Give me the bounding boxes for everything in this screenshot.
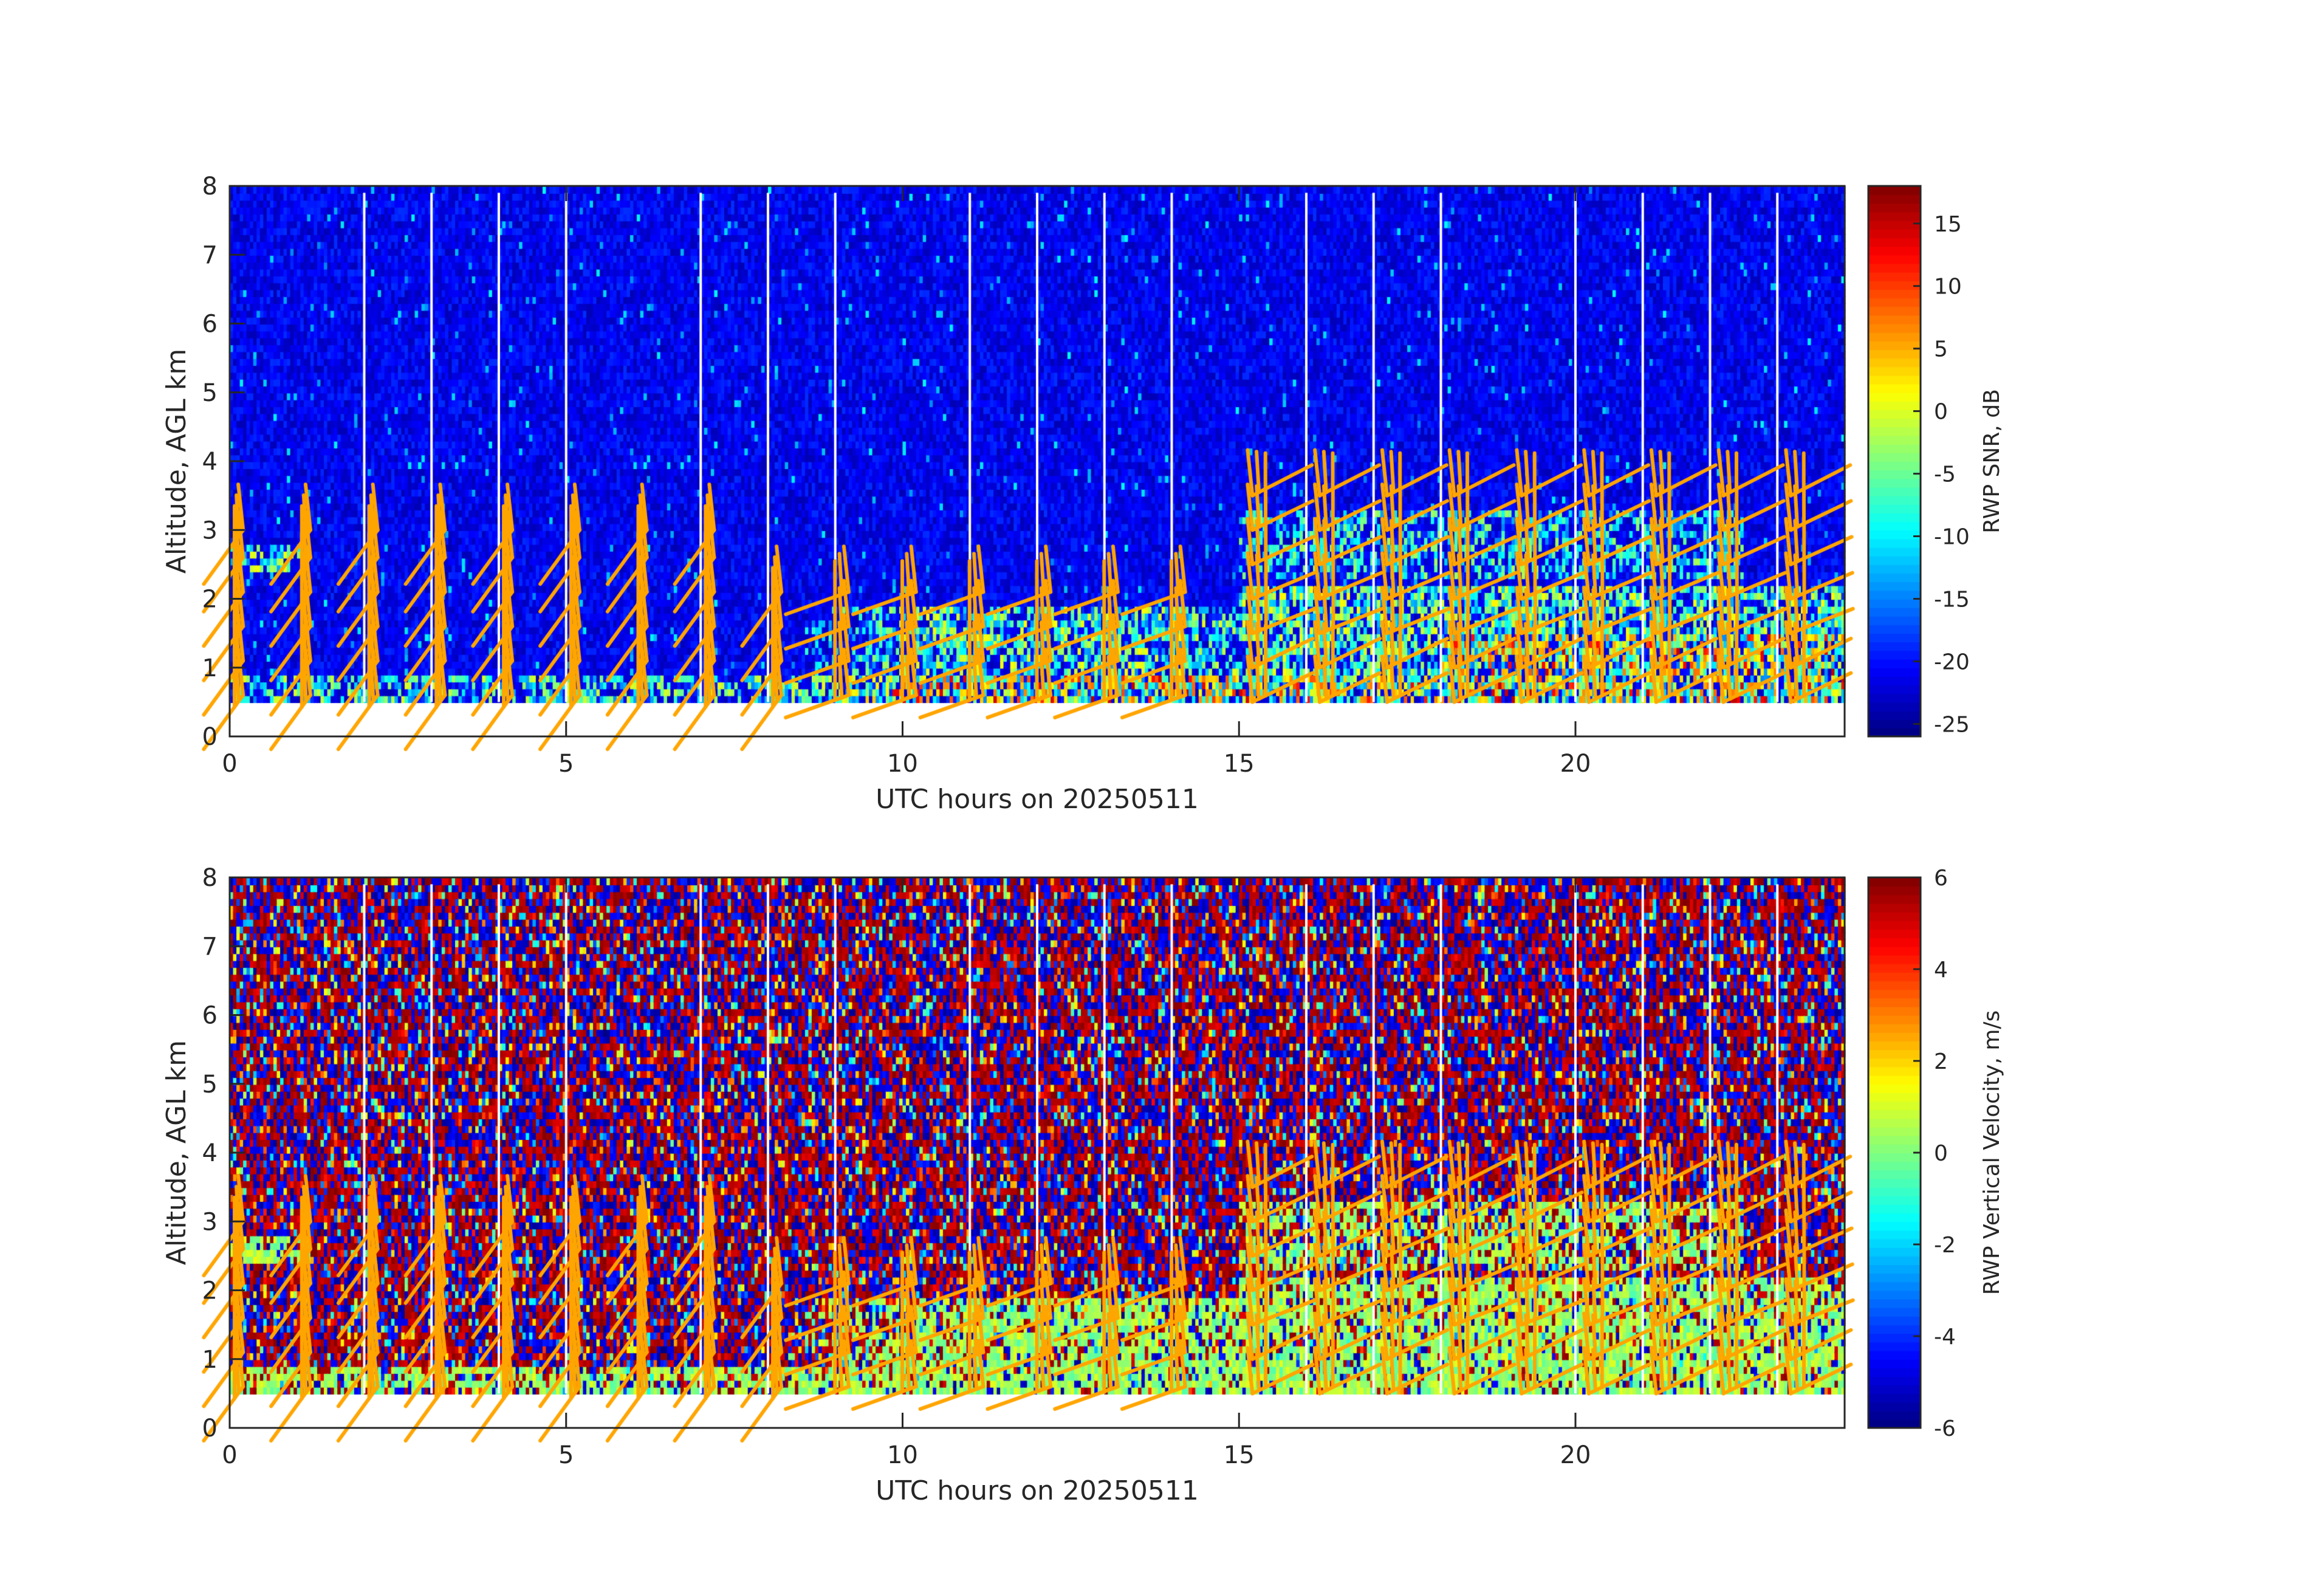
x-axis-label: UTC hours on 20250511 <box>876 1475 1199 1506</box>
colorbar-tick-label: 0 <box>1934 1141 1948 1166</box>
axes-1: 0 5 10 15 20 0 1 2 3 4 5 6 7 8 UTC hours on 20250511 Al… <box>161 173 1846 815</box>
colorbar-tick-label: 6 <box>1934 866 1948 891</box>
y-tick-label: 8 <box>202 173 218 201</box>
y-tick-label: 5 <box>202 1071 218 1099</box>
axes-2: 0 5 10 15 20 0 1 2 3 4 5 6 7 8 UTC hours on 20250511 Al… <box>161 864 1846 1506</box>
y-tick-label: 8 <box>202 864 218 892</box>
colorbar-frame <box>1867 876 1922 1429</box>
y-tick-label: 3 <box>202 1208 218 1236</box>
x-tick-label: 5 <box>558 750 574 778</box>
axes-frame <box>228 185 1846 738</box>
colorbar-tick-label: -15 <box>1934 588 1970 612</box>
colorbar-tick-label: -6 <box>1934 1416 1956 1441</box>
y-tick-label: 3 <box>202 516 218 544</box>
colorbar-tick-label: -5 <box>1934 462 1956 487</box>
y-tick-label: 7 <box>202 241 218 269</box>
axes-frame <box>228 876 1846 1429</box>
y-tick-label: 4 <box>202 1139 218 1167</box>
x-tick-label: 0 <box>222 750 237 778</box>
x-tick-label: 10 <box>887 750 918 778</box>
y-tick-label: 1 <box>202 1346 218 1374</box>
y-axis-label: Altitude, AGL km <box>161 1040 192 1265</box>
colorbar-tick-label: -4 <box>1934 1325 1956 1350</box>
colorbar-tick-label: -25 <box>1934 712 1970 737</box>
y-tick-label: 2 <box>202 586 218 614</box>
colorbar-tick-label: -20 <box>1934 650 1970 674</box>
x-tick-label: 15 <box>1224 750 1255 778</box>
colorbar-label: RWP SNR, dB <box>1980 389 2004 533</box>
x-tick-label: 10 <box>887 1441 918 1469</box>
colorbar-tick-label: 10 <box>1934 275 1962 300</box>
x-tick-label: 20 <box>1560 1441 1591 1469</box>
colorbar-tick-label: 0 <box>1934 400 1948 425</box>
y-tick-label: 1 <box>202 654 218 682</box>
y-tick-label: 0 <box>202 723 218 751</box>
y-tick-label: 6 <box>202 1002 218 1030</box>
x-tick-label: 0 <box>222 1441 237 1469</box>
colorbar-tick-label: 4 <box>1934 958 1948 983</box>
y-tick-label: 4 <box>202 448 218 476</box>
y-tick-label: 5 <box>202 379 218 407</box>
colorbar-label: RWP Vertical Velocity, m/s <box>1980 1010 2004 1295</box>
colorbar-tick-label: 5 <box>1934 337 1948 362</box>
colorbar-1: -25 -20 -15 -10 -5 0 5 10 15 RWP SNR, dB <box>1867 185 2004 738</box>
y-tick-label: 0 <box>202 1415 218 1442</box>
y-tick-label: 6 <box>202 310 218 338</box>
x-axis-label: UTC hours on 20250511 <box>876 784 1199 815</box>
x-tick-label: 20 <box>1560 750 1591 778</box>
y-tick-label: 7 <box>202 933 218 961</box>
x-tick-label: 5 <box>558 1441 574 1469</box>
colorbar-frame <box>1867 185 1922 738</box>
colorbar-tick-label: -10 <box>1934 525 1970 550</box>
x-tick-label: 15 <box>1224 1441 1255 1469</box>
colorbar-tick-label: -2 <box>1934 1233 1956 1258</box>
colorbar-2: -6 -4 -2 0 2 4 6 RWP Vertical Velocity, m/s <box>1867 866 2004 1441</box>
colorbar-tick-label: 2 <box>1934 1049 1948 1074</box>
y-tick-label: 2 <box>202 1277 218 1305</box>
colorbar-tick-label: 15 <box>1934 212 1962 237</box>
y-axis-label: Altitude, AGL km <box>161 349 192 574</box>
